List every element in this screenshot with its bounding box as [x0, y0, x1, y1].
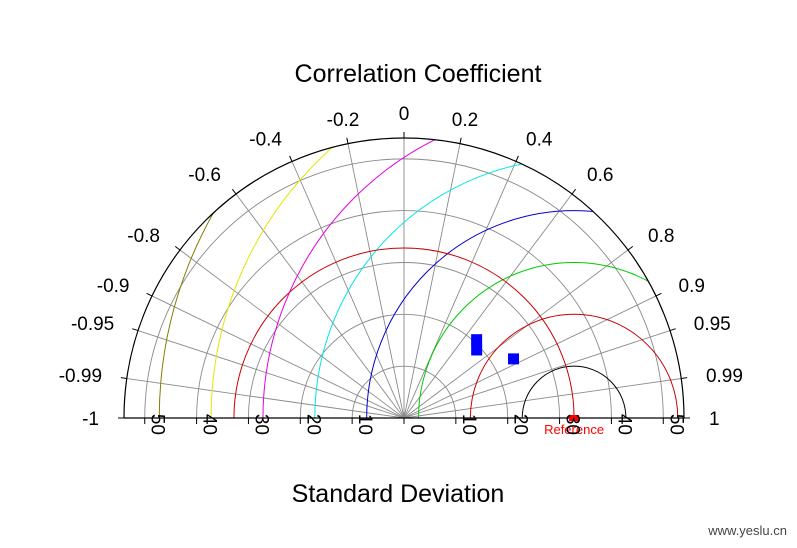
rms-contour	[469, 313, 679, 418]
rms-contour	[418, 262, 684, 418]
correlation-tick	[231, 188, 237, 195]
correlation-tick	[146, 292, 153, 297]
std-tick-label: 20	[510, 414, 531, 435]
correlation-tick-label: -0.99	[59, 366, 102, 387]
correlation-grid-line	[403, 295, 657, 419]
correlation-tick	[120, 377, 127, 379]
correlation-grid-line	[137, 330, 405, 419]
correlation-tick	[627, 245, 634, 251]
correlation-tick	[459, 137, 462, 144]
correlation-tick-label: 0.9	[679, 276, 705, 297]
correlation-grid-line	[403, 193, 573, 419]
rms-contour	[521, 365, 627, 418]
chart-title: Correlation Coefficient	[295, 60, 542, 88]
correlation-tick-label: 0.4	[526, 129, 553, 150]
std-tick-label: 30	[250, 414, 271, 435]
correlation-grid-line	[291, 161, 405, 419]
correlation-tick	[346, 137, 349, 144]
correlation-tick-label: -0.95	[71, 314, 114, 335]
correlation-grid-line	[403, 378, 682, 419]
correlation-tick-label: 0	[399, 104, 410, 125]
correlation-grid-line	[126, 378, 405, 419]
correlation-tick	[132, 328, 139, 332]
correlation-grid-line	[403, 161, 517, 419]
correlation-tick-label: 0.99	[706, 366, 743, 387]
rms-contour	[262, 138, 684, 418]
correlation-tick-label: -0.8	[127, 226, 160, 247]
tick-labels: -1 -0.99 -0.95 -0.9 -0.8 -0.6 -0.4 -0.2 0 0.2 0.4 0…	[59, 104, 743, 435]
correlation-tick	[289, 155, 293, 162]
correlation-grid-line	[235, 193, 405, 419]
correlation-tick-label: -0.2	[327, 110, 360, 131]
correlation-tick-label: 0.2	[452, 110, 478, 131]
rms-contours	[158, 138, 684, 418]
data-point	[471, 334, 483, 346]
correlation-tick-label: 0.8	[648, 226, 674, 247]
correlation-tick-label: -0.6	[188, 165, 221, 186]
std-tick-label: 50	[147, 414, 168, 435]
correlation-tick-label: -0.4	[249, 129, 282, 150]
std-tick-label: 10	[458, 414, 479, 435]
std-tick-label: 10	[354, 414, 375, 435]
correlation-tick	[681, 377, 688, 379]
correlation-tick-label: 0.95	[694, 314, 731, 335]
data-points: Reference	[471, 334, 604, 437]
data-point	[508, 353, 520, 365]
correlation-tick-label: 1	[709, 409, 720, 430]
watermark: www.yeslu.cn	[708, 523, 787, 538]
correlation-grid-line	[403, 249, 629, 419]
std-tick-label: 40	[613, 414, 634, 435]
correlation-tick	[669, 328, 676, 332]
std-tick-label: 50	[665, 414, 686, 435]
correlation-grid-line	[151, 295, 405, 419]
correlation-grid-line	[179, 249, 405, 419]
x-axis-label: Standard Deviation	[292, 480, 505, 508]
correlation-tick-label: -0.9	[97, 276, 130, 297]
correlation-grid-line	[403, 143, 461, 419]
correlation-tick	[571, 188, 576, 195]
diagram-frame	[118, 132, 690, 424]
std-tick-label: 20	[302, 414, 323, 435]
std-tick-label: 0	[406, 424, 427, 435]
correlation-grid-line	[347, 143, 405, 419]
correlation-tick-label: -1	[82, 409, 99, 430]
correlation-tick	[515, 155, 519, 162]
correlation-tick	[174, 245, 181, 251]
data-point	[471, 344, 483, 356]
std-tick-label: 40	[199, 414, 220, 435]
correlation-tick	[655, 292, 662, 297]
rms-contour	[366, 210, 684, 418]
reference-marker	[569, 415, 580, 421]
reference-label: Reference	[544, 422, 604, 437]
correlation-grid-line	[403, 330, 671, 419]
correlation-tick-label: 0.6	[587, 165, 613, 186]
rms-contour	[210, 138, 684, 418]
reference-std-arc	[233, 247, 575, 418]
rms-contour	[158, 138, 684, 418]
std-tick-label: 30	[562, 414, 583, 435]
